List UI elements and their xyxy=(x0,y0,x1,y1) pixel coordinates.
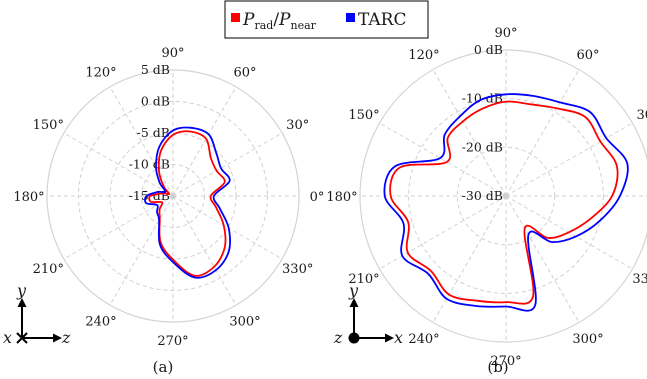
triad-a-y-label: y xyxy=(16,281,27,300)
radial-tick-4: 5 dB xyxy=(141,62,170,77)
radial-tick-1: -20 dB xyxy=(462,139,503,154)
angle-tick-270: 270° xyxy=(490,354,521,369)
angle-tick-180: 180° xyxy=(13,190,44,205)
cross-icon xyxy=(16,332,28,344)
angle-tick-240: 240° xyxy=(85,315,116,330)
series-line-prad-b xyxy=(389,100,619,305)
series-line-prad-a xyxy=(148,130,227,277)
radial-tick-1: -10 dB xyxy=(129,157,170,172)
series-line-tarc-a xyxy=(144,126,231,279)
polar-spoke-210 xyxy=(63,195,174,260)
polar-spoke-330 xyxy=(172,195,283,260)
angle-tick-330: 330° xyxy=(282,262,313,277)
radial-tick-3: 0 dB xyxy=(141,94,170,109)
polar-spoke-240 xyxy=(109,195,174,306)
polar-spoke-210 xyxy=(379,195,507,270)
polar-outer-ring xyxy=(46,69,300,323)
angle-tick-270: 270° xyxy=(157,334,188,349)
polar-spoke-120 xyxy=(432,69,507,197)
angle-tick-120: 120° xyxy=(85,65,116,80)
polar-chart-a: 0° 30° 60° 90° 120° 150° 180° 210° 240° 270° 300° 3… xyxy=(13,46,324,349)
angle-tick-150: 150° xyxy=(348,108,379,123)
caption-b: (b) xyxy=(487,358,508,376)
triad-b-x-label: x xyxy=(394,328,403,347)
legend-swatch-prad xyxy=(231,13,240,22)
triad-a-x-label: x xyxy=(3,328,12,347)
angle-tick-30: 30° xyxy=(636,108,647,123)
polar-spoke-300 xyxy=(505,195,580,323)
radial-tick-3: 0 dB xyxy=(474,42,503,57)
triad-b-y-label: y xyxy=(348,281,359,300)
angle-tick-300: 300° xyxy=(572,332,603,347)
angle-tick-240: 240° xyxy=(408,332,439,347)
angle-tick-60: 60° xyxy=(233,65,256,80)
angle-tick-0: 0° xyxy=(310,190,325,205)
angle-tick-90: 90° xyxy=(494,26,517,41)
polar-chart-b: 0°30°60°90°120°150°180°210°240°270°300°3… xyxy=(326,26,647,369)
polar-center-dot xyxy=(170,193,176,199)
angle-tick-210: 210° xyxy=(348,272,379,287)
angle-tick-150: 150° xyxy=(33,118,64,133)
legend: Prad/Pnear TARC xyxy=(224,0,429,39)
legend-label-prad: Prad/Pnear xyxy=(242,10,317,32)
angle-tick-90: 90° xyxy=(161,46,184,61)
polar-ring-1 xyxy=(456,146,556,246)
polar-ring-2 xyxy=(408,98,604,294)
dot-icon xyxy=(348,332,360,344)
axes-triad-a: y x z xyxy=(3,281,71,347)
polar-spoke-150 xyxy=(379,122,507,197)
polar-spoke-60 xyxy=(505,69,580,197)
triad-b-z-label: z xyxy=(333,328,343,347)
radial-tick-2: -5 dB xyxy=(137,125,170,140)
radial-tick-0: -30 dB xyxy=(462,188,503,203)
polar-spoke-120 xyxy=(109,86,174,197)
angle-tick-60: 60° xyxy=(576,48,599,63)
polar-spoke-240 xyxy=(432,195,507,323)
angle-tick-210: 210° xyxy=(33,262,64,277)
polar-spoke-150 xyxy=(63,132,174,197)
series-line-tarc-b xyxy=(383,93,629,312)
axes-triad-b: y z x xyxy=(333,281,403,347)
triad-a-z-label: z xyxy=(61,328,71,347)
angle-tick-300: 300° xyxy=(229,315,260,330)
angle-tick-30: 30° xyxy=(286,118,309,133)
legend-swatch-tarc xyxy=(346,13,355,22)
angle-tick-330: 330° xyxy=(632,272,647,287)
polar-center-dot xyxy=(503,193,509,199)
radial-tick-2: -10 dB xyxy=(462,91,503,106)
angle-tick-120: 120° xyxy=(408,48,439,63)
polar-spoke-60 xyxy=(172,86,237,197)
legend-label-tarc: TARC xyxy=(358,10,407,30)
polar-spoke-30 xyxy=(505,122,633,197)
polar-spoke-30 xyxy=(172,132,283,197)
legend-box xyxy=(224,0,429,39)
polar-outer-ring xyxy=(359,49,647,343)
angle-tick-180: 180° xyxy=(326,190,357,205)
polar-spoke-300 xyxy=(172,195,237,306)
caption-a: (a) xyxy=(153,358,174,376)
